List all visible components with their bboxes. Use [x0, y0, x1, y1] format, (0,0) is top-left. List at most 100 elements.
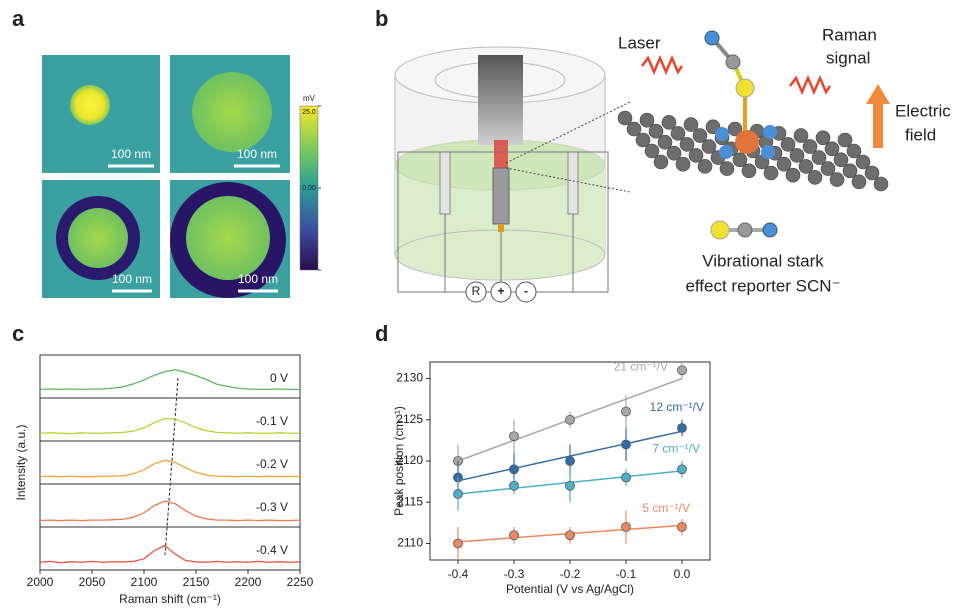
atom	[626, 121, 642, 137]
atom	[666, 145, 682, 161]
data-point	[565, 456, 575, 466]
panel-label: b	[375, 6, 388, 31]
cell-diagram	[394, 46, 890, 303]
slope-label: 12 cm⁻¹/V	[650, 400, 704, 414]
y-tick-label: 2125	[396, 412, 423, 426]
panel-label: d	[375, 321, 388, 346]
x-tick-label: -0.1	[616, 567, 637, 581]
x-tick-label: 2050	[79, 575, 106, 589]
spectrum-line	[39, 544, 301, 564]
data-point	[565, 480, 575, 491]
microscopy-images	[42, 55, 290, 298]
atom	[798, 159, 814, 174]
colorbar-unit: mV	[303, 94, 316, 103]
x-tick-label: 2100	[131, 575, 158, 589]
atom	[675, 156, 691, 172]
data-point	[621, 439, 631, 450]
series-label: -0.2 V	[256, 457, 288, 471]
data-point	[509, 480, 519, 491]
atom	[763, 165, 779, 181]
slope-label: 7 cm⁻¹/V	[652, 441, 700, 455]
x-tick-label: 2200	[235, 575, 262, 589]
raman-label: signal	[826, 48, 870, 67]
y-tick-label: 2120	[396, 453, 423, 467]
spectrum-line	[39, 459, 301, 478]
atom	[776, 156, 792, 172]
molecule	[704, 30, 778, 240]
panel-label: c	[12, 321, 24, 346]
data-point	[509, 464, 519, 475]
atom	[617, 110, 633, 126]
colorbar-tick-label: 0.00	[302, 185, 316, 192]
y-axis-label: Intensity (a.u.)	[14, 424, 28, 500]
x-tick-label: -0.3	[504, 567, 525, 581]
scale-bar-label: 100 nm	[237, 147, 277, 161]
field-label: Electric	[895, 101, 951, 120]
atom	[653, 154, 669, 170]
raman-label: Raman	[822, 25, 877, 44]
atom	[789, 148, 805, 163]
colorbar-tick-label: -25.0	[301, 261, 317, 268]
atom	[780, 137, 796, 152]
data-point	[677, 522, 687, 532]
atom	[864, 165, 880, 181]
series-label: -0.3 V	[256, 500, 288, 514]
atom	[635, 132, 651, 148]
atom	[855, 154, 871, 170]
panel-label: a	[12, 6, 25, 31]
atom	[670, 126, 686, 141]
atom	[785, 167, 801, 183]
atom	[644, 143, 660, 159]
series-label: 0 V	[270, 371, 288, 385]
terminal-label: -	[524, 284, 528, 298]
data-point	[453, 538, 463, 549]
atom	[829, 172, 845, 187]
atom	[719, 161, 735, 176]
scale-bar-label: 100 nm	[238, 272, 278, 286]
slope-label: 5 cm⁻¹/V	[642, 501, 690, 515]
data-point	[677, 365, 687, 376]
atom	[824, 141, 840, 157]
atom	[846, 143, 862, 159]
data-point	[621, 472, 631, 483]
data-point	[677, 423, 687, 433]
data-point	[677, 464, 687, 475]
x-tick-label: 2000	[27, 575, 54, 589]
atom	[692, 128, 708, 143]
atom	[683, 117, 699, 132]
atom	[727, 121, 743, 137]
atom	[820, 161, 836, 176]
atom	[688, 148, 704, 163]
x-tick-label: 2150	[183, 575, 210, 589]
atom	[793, 128, 809, 143]
atom	[648, 123, 664, 139]
y-tick-label: 2115	[397, 494, 423, 508]
scale-bar-label: 100 nm	[112, 272, 152, 286]
y-axis-label: Peak position (cm⁻¹)	[392, 406, 406, 516]
atom	[807, 170, 823, 185]
atom	[811, 150, 827, 165]
x-axis-label: Raman shift (cm⁻¹)	[119, 592, 221, 606]
atom	[679, 137, 695, 152]
atom	[837, 132, 853, 148]
atom	[851, 174, 867, 190]
laser-label: Laser	[618, 33, 661, 52]
atom	[802, 139, 818, 154]
colorbar-tick-label: 25.0	[302, 109, 316, 116]
data-point	[453, 489, 463, 499]
atom	[833, 152, 849, 168]
atom	[697, 159, 713, 174]
atom	[873, 176, 889, 192]
atom	[815, 130, 831, 146]
subpanel-frame	[39, 354, 301, 399]
atom	[732, 152, 748, 168]
field-label: field	[905, 125, 936, 144]
x-axis-label: Potential (V vs Ag/AgCl)	[506, 582, 634, 596]
atom	[657, 134, 673, 150]
slope-label: 21 cm⁻¹/V	[614, 359, 668, 373]
subpanel-frame	[39, 526, 301, 571]
data-point	[621, 406, 631, 417]
reporter-label: effect reporter SCN⁻	[685, 276, 840, 295]
data-point	[509, 431, 519, 442]
